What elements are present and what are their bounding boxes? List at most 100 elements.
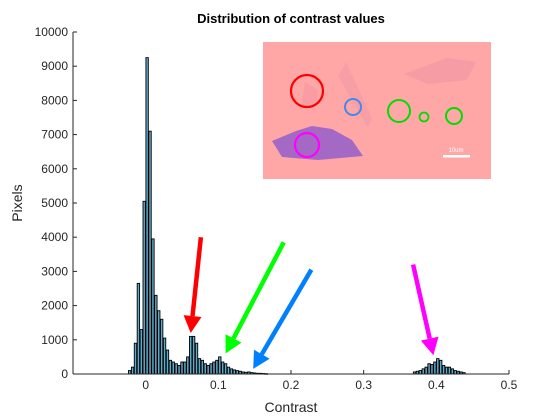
histogram-bar	[200, 359, 204, 375]
histogram-bar	[145, 57, 149, 375]
y-tick-label: 2000	[41, 299, 68, 313]
histogram-bar	[209, 363, 213, 375]
histogram-bar	[218, 356, 222, 375]
y-axis-label: Pixels	[9, 184, 25, 221]
inset-flake-light-2	[404, 58, 476, 84]
inset-micrograph: 10um	[263, 42, 491, 179]
histogram-bar	[133, 342, 138, 375]
y-tick-label: 5000	[41, 196, 68, 210]
histogram-bar	[189, 335, 193, 375]
inset-circle-green-medium	[445, 107, 463, 125]
histogram-bar	[162, 337, 167, 375]
histogram-bar	[453, 370, 457, 375]
inset-flake-light	[338, 62, 372, 128]
histogram-bar	[450, 368, 454, 375]
y-tick-label: 6000	[41, 162, 68, 176]
inset-flake-light-3	[302, 82, 318, 106]
histogram-bar	[436, 358, 440, 375]
histogram-bar	[212, 361, 216, 375]
histogram-bar	[439, 359, 443, 375]
histogram-bar	[232, 369, 236, 375]
histogram-bar	[159, 318, 164, 375]
histogram-bar	[157, 310, 161, 375]
y-tick-label: 8000	[41, 93, 68, 107]
arrow-red	[183, 236, 204, 333]
inset-circle-blue	[344, 98, 362, 116]
histogram-bar	[148, 130, 152, 375]
histogram-bar	[430, 363, 434, 375]
inset-scale-label: 10um	[448, 148, 463, 154]
arrow-green	[225, 241, 286, 354]
arrow-magenta	[410, 264, 439, 356]
histogram-bar	[441, 365, 446, 375]
histogram-bar	[447, 366, 452, 375]
histogram-bar	[221, 361, 225, 375]
histogram-bar	[418, 370, 422, 375]
histogram-bar	[174, 363, 178, 375]
histogram-bar	[136, 282, 141, 375]
histogram-bar	[139, 329, 143, 375]
histogram-bar	[151, 238, 155, 375]
y-tick-label: 7000	[41, 128, 68, 142]
x-tick-label: 0.5	[501, 378, 518, 392]
histogram-bar	[203, 363, 207, 375]
arrow-shaft	[259, 268, 314, 356]
arrow-head	[253, 349, 270, 369]
histogram-bar	[168, 359, 173, 375]
histogram-bar	[130, 366, 135, 375]
y-tick-label: 1000	[41, 333, 68, 347]
histogram-bar	[142, 200, 146, 375]
histogram-bar	[433, 361, 437, 375]
inset-circle-red	[289, 73, 325, 109]
x-axis-label: Contrast	[265, 399, 318, 415]
histogram-bar	[226, 366, 231, 375]
y-tick-label: 4000	[41, 230, 68, 244]
histogram-bar	[154, 294, 158, 375]
histogram-bar	[421, 368, 425, 375]
histogram-bar	[171, 361, 175, 375]
histogram-bar	[427, 363, 431, 375]
histogram-bar	[128, 370, 132, 375]
histogram-bar	[194, 342, 199, 375]
histogram-bar	[180, 361, 184, 375]
inset-circle-magenta	[293, 131, 321, 159]
histogram-bar	[191, 335, 196, 375]
inset-circle-green-small	[418, 111, 430, 123]
inset-circle-green-large	[387, 99, 411, 123]
arrow-head	[225, 334, 242, 354]
histogram-bar	[186, 356, 190, 375]
x-axis-ticks: 0 0.1 0.2 0.3 0.4 0.5	[142, 370, 518, 392]
y-tick-label: 10000	[35, 25, 69, 39]
histogram-bar	[206, 365, 210, 375]
histogram-bar	[177, 365, 181, 375]
arrow-head	[420, 336, 439, 356]
y-tick-label: 0	[61, 367, 68, 381]
x-tick-label: 0.1	[210, 378, 227, 392]
histogram-bar	[223, 363, 228, 375]
histogram-bar	[235, 370, 239, 375]
arrow-shaft	[410, 264, 432, 340]
x-tick-label: 0	[142, 378, 149, 392]
y-tick-label: 9000	[41, 59, 68, 73]
x-tick-label: 0.2	[283, 378, 300, 392]
histogram-bar	[215, 359, 219, 375]
arrow-head	[183, 315, 202, 333]
arrows-layer	[183, 236, 439, 369]
chart-title: Distribution of contrast values	[197, 11, 385, 26]
arrow-shaft	[190, 236, 204, 317]
inset-flake-purple	[272, 126, 363, 160]
inset-scale-bar	[443, 155, 470, 158]
x-tick-label: 0.4	[428, 378, 445, 392]
histogram-bar	[424, 366, 428, 375]
histogram-bar	[444, 366, 449, 375]
x-tick-label: 0.3	[355, 378, 372, 392]
histogram-bar	[197, 358, 202, 375]
histogram-bar	[229, 368, 234, 375]
histogram-bar	[183, 361, 187, 375]
y-tick-label: 3000	[41, 264, 68, 278]
y-axis-ticks: 0 1000 2000 3000 4000 5000 6000 7000 8000 9000 100…	[35, 25, 77, 381]
arrow-shaft	[231, 241, 286, 340]
histogram-bar	[165, 349, 170, 375]
